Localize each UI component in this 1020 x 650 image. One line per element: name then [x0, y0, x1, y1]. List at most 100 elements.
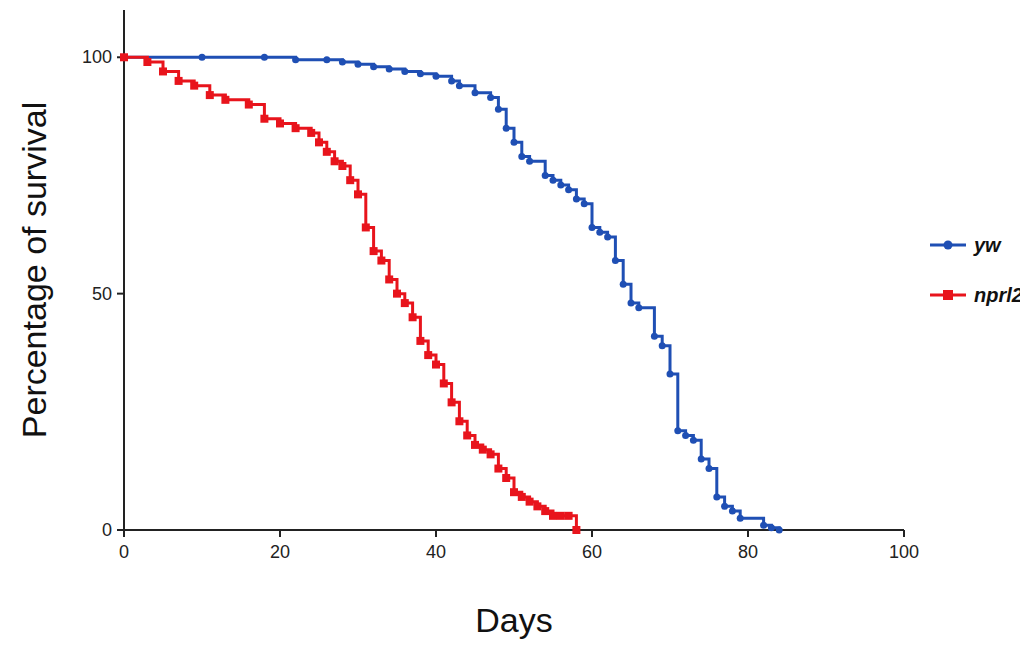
- series-marker: [651, 333, 658, 340]
- y-tick-label: 50: [92, 284, 112, 304]
- legend-label: yw: [973, 234, 1002, 256]
- plot-area: [120, 53, 783, 534]
- series-marker: [206, 91, 214, 99]
- x-axis: [124, 529, 904, 531]
- series-marker: [557, 512, 565, 520]
- series-marker: [121, 54, 128, 61]
- x-tick-label: 40: [426, 542, 446, 562]
- series-marker: [471, 441, 479, 449]
- series-marker: [416, 337, 424, 345]
- series-marker: [565, 186, 572, 193]
- series-marker: [143, 58, 151, 66]
- series-marker: [502, 474, 510, 482]
- series-marker: [674, 427, 681, 434]
- series-marker: [323, 148, 331, 156]
- series-marker: [526, 158, 533, 165]
- series-marker: [706, 465, 713, 472]
- series-marker: [260, 115, 268, 123]
- x-tick: [435, 530, 437, 537]
- series-marker: [659, 342, 666, 349]
- y-tick-label: 100: [82, 47, 112, 67]
- series-marker: [393, 290, 401, 298]
- series-marker: [339, 59, 346, 66]
- series-marker: [331, 157, 339, 165]
- series-marker: [596, 229, 603, 236]
- series-marker: [511, 139, 518, 146]
- series-marker: [495, 106, 502, 113]
- series-marker: [456, 82, 463, 89]
- series-marker: [175, 77, 183, 85]
- series-marker: [589, 224, 596, 231]
- series-marker: [370, 247, 378, 255]
- series-marker: [276, 119, 284, 127]
- x-tick: [591, 530, 593, 537]
- x-tick: [747, 530, 749, 537]
- series-marker: [533, 502, 541, 510]
- legend-entry: nprl2: [930, 284, 1020, 306]
- series-marker: [307, 129, 315, 137]
- series-marker: [190, 82, 198, 90]
- y-tick: [117, 293, 124, 295]
- series-marker: [362, 223, 370, 231]
- series-marker: [448, 77, 455, 84]
- x-axis-title: Days: [475, 601, 552, 639]
- series-marker: [541, 507, 549, 515]
- series-marker: [713, 493, 720, 500]
- series-marker: [518, 493, 526, 501]
- x-tick: [279, 530, 281, 537]
- series-marker: [557, 181, 564, 188]
- series-marker: [479, 446, 487, 454]
- series-marker: [494, 465, 502, 473]
- series-marker: [635, 304, 642, 311]
- series-marker: [628, 300, 635, 307]
- series-marker: [542, 172, 549, 179]
- series-marker: [424, 351, 432, 359]
- series-marker: [620, 281, 627, 288]
- series-marker: [565, 512, 573, 520]
- series-marker: [581, 200, 588, 207]
- series-marker: [221, 96, 229, 104]
- series-marker: [760, 522, 767, 529]
- x-tick-label: 20: [270, 542, 290, 562]
- series-line: [124, 57, 779, 530]
- series-marker: [417, 70, 424, 77]
- series-marker: [572, 526, 580, 534]
- series-marker: [487, 450, 495, 458]
- x-tick-label: 0: [119, 542, 129, 562]
- legend-marker: [943, 290, 953, 300]
- series-marker: [120, 53, 128, 61]
- series-marker: [355, 61, 362, 68]
- y-tick-label: 0: [102, 520, 112, 540]
- series-marker: [463, 431, 471, 439]
- x-tick: [903, 530, 905, 537]
- series-marker: [737, 515, 744, 522]
- series-marker: [455, 417, 463, 425]
- series-marker: [549, 512, 557, 520]
- legend-label: nprl2: [974, 284, 1020, 306]
- series-marker: [612, 257, 619, 264]
- series-marker: [401, 68, 408, 75]
- series-marker: [370, 63, 377, 70]
- series-marker: [159, 67, 167, 75]
- series-marker: [409, 313, 417, 321]
- series-marker: [698, 456, 705, 463]
- y-axis: [123, 10, 125, 530]
- series-marker: [768, 524, 775, 531]
- x-tick-label: 60: [582, 542, 602, 562]
- legend-entry: yw: [930, 234, 1002, 256]
- legend-marker: [944, 241, 953, 250]
- x-tick-label: 80: [738, 542, 758, 562]
- series-marker: [292, 124, 300, 132]
- series-marker: [503, 125, 510, 132]
- series-marker: [487, 94, 494, 101]
- series-marker: [729, 508, 736, 515]
- series-marker: [245, 101, 253, 109]
- series-marker: [292, 56, 299, 63]
- series-marker: [510, 488, 518, 496]
- series-marker: [386, 66, 393, 73]
- series-marker: [550, 177, 557, 184]
- series-marker: [776, 527, 783, 534]
- series-marker: [682, 432, 689, 439]
- series-marker: [721, 503, 728, 510]
- series-marker: [448, 398, 456, 406]
